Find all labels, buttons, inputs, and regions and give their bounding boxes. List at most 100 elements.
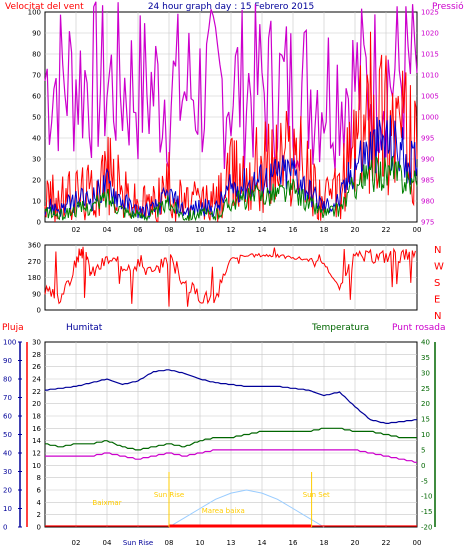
wind-hour-tick-label: 20: [351, 226, 360, 234]
rain-tick-label: 16: [32, 425, 41, 433]
pressure-tick-label: 980: [421, 198, 434, 206]
wind-speed-tick-label: 100: [28, 9, 41, 17]
rain-tick-label: 22: [32, 388, 41, 396]
weather-hour-tick-label: 08: [165, 539, 174, 547]
humidity-tick-label: 100: [3, 339, 16, 347]
pressure-tick-label: 995: [421, 135, 434, 143]
temperature-tick-label: 35: [421, 354, 430, 362]
wind-speed-tick-label: 0: [37, 219, 41, 227]
rain-tick-label: 12: [32, 450, 41, 458]
rain-tick-label: 10: [32, 462, 41, 470]
wind-hour-tick-label: 14: [258, 226, 267, 234]
pressure-tick-label: 985: [421, 177, 434, 185]
wind-hour-tick-label: 00: [413, 226, 422, 234]
pressure-tick-label: 1025: [421, 9, 439, 17]
weather-hour-tick-label: 16: [289, 539, 298, 547]
humidity-tick-label: 70: [3, 394, 12, 402]
weather-hour-tick-label: Sun Rise: [123, 539, 153, 547]
temperature-line: [45, 427, 417, 451]
temperature-tick-label: -20: [421, 524, 432, 532]
legend-label: Temperatura: [311, 323, 369, 333]
humidity-tick-label: 80: [3, 376, 12, 384]
legend-label: Pluja: [2, 323, 24, 333]
temperature-tick-label: -5: [421, 477, 428, 485]
rain-tick-label: 26: [32, 363, 41, 371]
wind-hour-tick-label: 10: [196, 226, 205, 234]
weather-hour-tick-label: 10: [196, 539, 205, 547]
temperature-tick-label: 25: [421, 385, 430, 393]
rain-tick-label: 14: [32, 437, 41, 445]
sun-tide-annotation: Baixmar: [92, 499, 121, 507]
wind-axis-title: Velocitat del vent: [5, 2, 84, 12]
pressure-tick-label: 1020: [421, 30, 439, 38]
wind-speed-tick-label: 80: [32, 51, 41, 59]
weather-hour-tick-label: 04: [103, 539, 112, 547]
pressure-axis-title: Pressió: [432, 1, 464, 12]
direction-tick-label: 360: [28, 242, 41, 250]
legend-label: Humitat: [66, 323, 103, 333]
weather-hour-tick-label: 02: [72, 539, 81, 547]
weather-hour-tick-label: 00: [413, 539, 422, 547]
humidity-tick-label: 40: [3, 450, 12, 458]
legend-label: Punt rosada: [392, 323, 446, 333]
compass-label: W: [434, 262, 444, 273]
pressure-tick-label: 990: [421, 156, 434, 164]
humidity-tick-label: 50: [3, 431, 12, 439]
wind-hour-tick-label: 04: [103, 226, 112, 234]
sun-elevation-curve: [168, 489, 325, 528]
wind-hour-tick-label: 06: [134, 226, 143, 234]
compass-label: E: [434, 295, 440, 306]
humidity-tick-label: 0: [3, 524, 7, 532]
sun-tide-annotation: Marea baixa: [202, 507, 245, 515]
rain-tick-label: 28: [32, 351, 41, 359]
wind-hour-tick-label: 18: [320, 226, 329, 234]
temperature-tick-label: 5: [421, 446, 425, 454]
direction-tick-label: 180: [28, 274, 41, 282]
temperature-tick-label: 40: [421, 339, 430, 347]
wind-speed-tick-label: 70: [32, 72, 41, 80]
wind-hour-tick-label: 12: [227, 226, 236, 234]
pressure-tick-label: 1015: [421, 51, 439, 59]
compass-label: N: [434, 311, 441, 322]
compass-label: S: [434, 278, 440, 289]
rain-tick-label: 8: [37, 474, 41, 482]
weather-hour-tick-label: 18: [320, 539, 329, 547]
wind-speed-tick-label: 90: [32, 30, 41, 38]
weather-hour-tick-label: 13: [227, 539, 236, 547]
wind-hour-tick-label: 22: [382, 226, 391, 234]
wind-speed-tick-label: 60: [32, 93, 41, 101]
humidity-tick-label: 90: [3, 357, 12, 365]
direction-tick-label: 0: [37, 307, 41, 315]
wind-speed-tick-label: 20: [32, 177, 41, 185]
rain-tick-label: 4: [37, 499, 42, 507]
rain-tick-label: 30: [32, 339, 41, 347]
wind-speed-line: [44, 155, 418, 222]
humidity-line: [45, 369, 417, 424]
wind-hour-tick-label: 16: [289, 226, 298, 234]
dew-point-line: [45, 449, 417, 463]
compass-label: N: [434, 245, 441, 256]
rain-tick-label: 2: [37, 511, 41, 519]
humidity-tick-label: 20: [3, 487, 12, 495]
pressure-tick-label: 1005: [421, 93, 439, 101]
humidity-tick-label: 60: [3, 413, 12, 421]
temperature-tick-label: -15: [421, 508, 432, 516]
wind-speed-tick-label: 30: [32, 156, 41, 164]
weather-hour-tick-label: 22: [382, 539, 391, 547]
wind-speed-tick-label: 10: [32, 198, 41, 206]
rain-tick-label: 0: [37, 524, 41, 532]
rain-tick-label: 24: [32, 376, 41, 384]
humidity-tick-label: 30: [3, 468, 12, 476]
humidity-tick-label: 10: [3, 505, 12, 513]
weather-hour-tick-label: 20: [351, 539, 360, 547]
wind-speed-tick-label: 40: [32, 135, 41, 143]
chart-title: 24 hour graph day : 15 Febrero 2015: [148, 2, 314, 12]
weather-hour-tick-label: 14: [258, 539, 267, 547]
pressure-tick-label: 1000: [421, 114, 439, 122]
sun-tide-annotation: Sun Set: [303, 491, 330, 499]
pressure-tick-label: 975: [421, 219, 434, 227]
temperature-tick-label: 30: [421, 369, 430, 377]
rain-tick-label: 18: [32, 413, 41, 421]
wind-hour-tick-label: 08: [165, 226, 174, 234]
